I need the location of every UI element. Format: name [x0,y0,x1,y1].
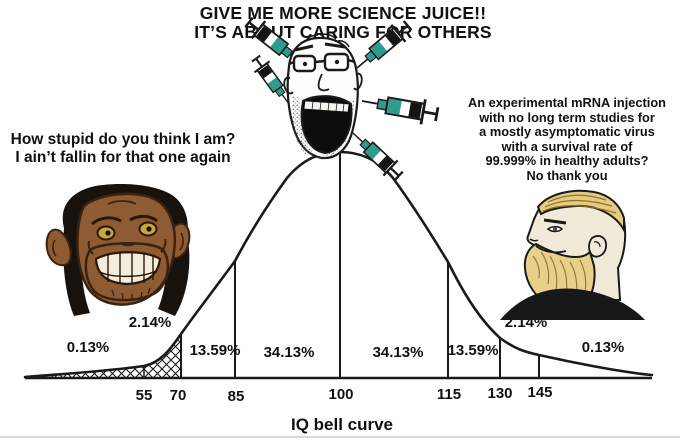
left-caption: How stupid do you think I am? I ain’t fa… [11,131,236,166]
right-caption: An experimental mRNA injection with no l… [468,95,666,184]
soyjak-ears [283,72,363,95]
right-caption-line: An experimental mRNA injection [468,95,666,110]
left-caption-line: I ain’t fallin for that one again [15,148,231,166]
caricature-muzzle [84,242,170,302]
caricature-forehead-line [107,200,137,205]
chad-ear [588,235,607,258]
right-caption-line: No thank you [526,167,608,183]
chad-figure [500,189,645,320]
soyjak-nose [317,73,330,92]
x-tick: 70 [170,387,187,404]
chad-iris [553,227,557,231]
x-tick: 55 [136,387,153,404]
soyjak-eye [302,61,308,67]
chad-ear-line [593,241,601,248]
caricature-figure [45,184,191,316]
soyjak-teeth [303,100,350,113]
chad-mustache [535,245,567,254]
pct-label: 0.13% [67,339,110,356]
soyjak-eye [334,59,340,65]
soyjak-hair [304,33,350,48]
pct-label: 34.13% [373,344,424,361]
x-tick: 145 [527,384,552,401]
caricature-smile-creases [87,238,167,255]
left-caption-line: How stupid do you think I am? [10,131,236,148]
chad-hair-strokes [542,194,617,214]
caricature-ear [45,228,72,267]
top-caption-line: GIVE ME MORE SCIENCE JUICE!! [199,3,487,23]
x-tick: 100 [328,386,353,403]
soyjak-eyebrows [294,42,346,52]
x-tick: 85 [228,388,245,405]
caricature-brows [91,214,158,226]
chad-nostril [529,238,539,242]
chad-beard-strokes [532,251,587,299]
right-caption-line: a mostly asymptomatic virus [479,124,655,140]
right-caption-line: with no long term studies for [479,109,655,125]
x-tick: 115 [437,386,461,403]
caricature-ear-lines [52,232,184,257]
caricature-lower-teeth-line [99,270,157,278]
caricature-pupil [146,226,152,232]
right-caption-line: with a survival rate of [501,138,633,154]
caricature-pupil [105,230,111,236]
top-caption: GIVE ME MORE SCIENCE JUICE!! IT’S ABOUT … [194,4,492,42]
pct-label: 0.13% [582,339,625,356]
pct-label: 13.59% [190,342,241,359]
pct-label: 13.59% [448,342,499,359]
right-caption-line: 99.999% in healthy adults? [485,153,649,169]
soyjak-figure [241,12,441,185]
pct-label: 2.14% [129,314,172,331]
syringe-icon [348,15,416,78]
chad-hair [536,189,625,234]
soyjak-teeth-lines [311,100,345,113]
chad-shirt [500,288,645,320]
x-tick: 130 [487,385,512,402]
pct-label: 34.13% [264,344,315,361]
sd-divider-lines [143,152,540,378]
image-bottom-edge [0,436,680,438]
caricature-chin-stubble [111,287,151,300]
syringe-icon [358,87,441,129]
chad-eyebrow [543,218,567,225]
caricature-teeth-lines [107,252,154,284]
chart-title: IQ bell curve [291,415,393,434]
